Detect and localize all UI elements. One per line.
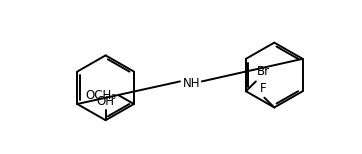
Text: F: F: [260, 82, 267, 95]
Text: NH: NH: [183, 77, 201, 90]
Text: OCH₃: OCH₃: [85, 89, 117, 102]
Text: OH: OH: [97, 95, 115, 108]
Text: Br: Br: [257, 65, 270, 79]
